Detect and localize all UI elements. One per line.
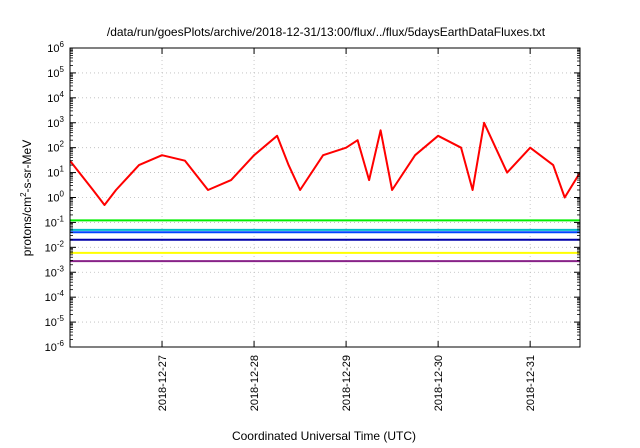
y-tick-exp: 6 [60,40,65,49]
y-tick-exp: -5 [57,314,65,323]
x-axis-ticks: 2018-12-27 2018-12-28 2018-12-29 2018-12-30… [157,48,537,411]
y-tick-exp: -4 [57,289,65,298]
y-tick-exp: 2 [60,140,65,149]
y-tick-label: 10-1 [45,214,65,229]
y-tick-label: 100 [47,190,64,205]
y-tick-exp: 4 [60,90,65,99]
y-tick-base: 10 [47,143,59,155]
y-tick-base: 10 [47,43,59,55]
y-axis-title-base: protons/cm [20,197,34,256]
x-tick-label: 2018-12-29 [341,355,353,411]
y-tick-base: 10 [45,267,57,279]
y-tick-base: 10 [47,193,59,205]
y-tick-base: 10 [47,168,59,180]
y-axis-title-rest: -s-sr-MeV [20,140,34,193]
y-tick-label: 10-4 [45,289,65,304]
y-tick-exp: -1 [57,214,65,223]
y-tick-label: 10-3 [45,264,65,279]
x-tick-label: 2018-12-30 [433,355,445,411]
y-tick-exp: 1 [60,165,65,174]
y-tick-exp: -6 [57,339,65,348]
y-tick-label: 106 [47,40,64,55]
y-tick-base: 10 [47,118,59,130]
y-axis-title-exp: 2 [19,192,28,197]
y-axis-title: protons/cm2-s-sr-MeV [19,140,34,256]
x-axis-title: Coordinated Universal Time (UTC) [232,429,416,443]
y-tick-exp: 0 [60,190,65,199]
y-tick-exp: 3 [60,115,65,124]
chart-title: /data/run/goesPlots/archive/2018-12-31/1… [107,25,546,39]
y-tick-base: 10 [45,217,57,229]
x-tick-label: 2018-12-27 [157,355,169,411]
y-tick-base: 10 [45,317,57,329]
x-tick-label: 2018-12-28 [249,355,261,411]
y-tick-label: 101 [47,165,64,180]
y-tick-base: 10 [47,93,59,105]
series-line-6 [70,121,580,206]
y-tick-label: 104 [47,90,64,105]
y-tick-label: 10-6 [45,339,65,354]
x-tick-label: 2018-12-31 [525,355,537,411]
y-tick-label: 102 [47,140,64,155]
y-tick-exp: 5 [60,65,65,74]
y-tick-label: 103 [47,115,64,130]
y-tick-base: 10 [45,292,57,304]
y-axis-ticks: 10-610-510-410-310-210-11001011021031041… [45,40,580,354]
y-tick-exp: -2 [57,239,65,248]
y-tick-label: 105 [47,65,64,80]
y-tick-label: 10-5 [45,314,65,329]
y-tick-base: 10 [45,242,57,254]
y-tick-exp: -3 [57,264,65,273]
y-tick-base: 10 [47,68,59,80]
series-group [70,121,580,263]
gridlines [70,48,580,347]
y-tick-label: 10-2 [45,239,65,254]
y-tick-base: 10 [45,342,57,354]
